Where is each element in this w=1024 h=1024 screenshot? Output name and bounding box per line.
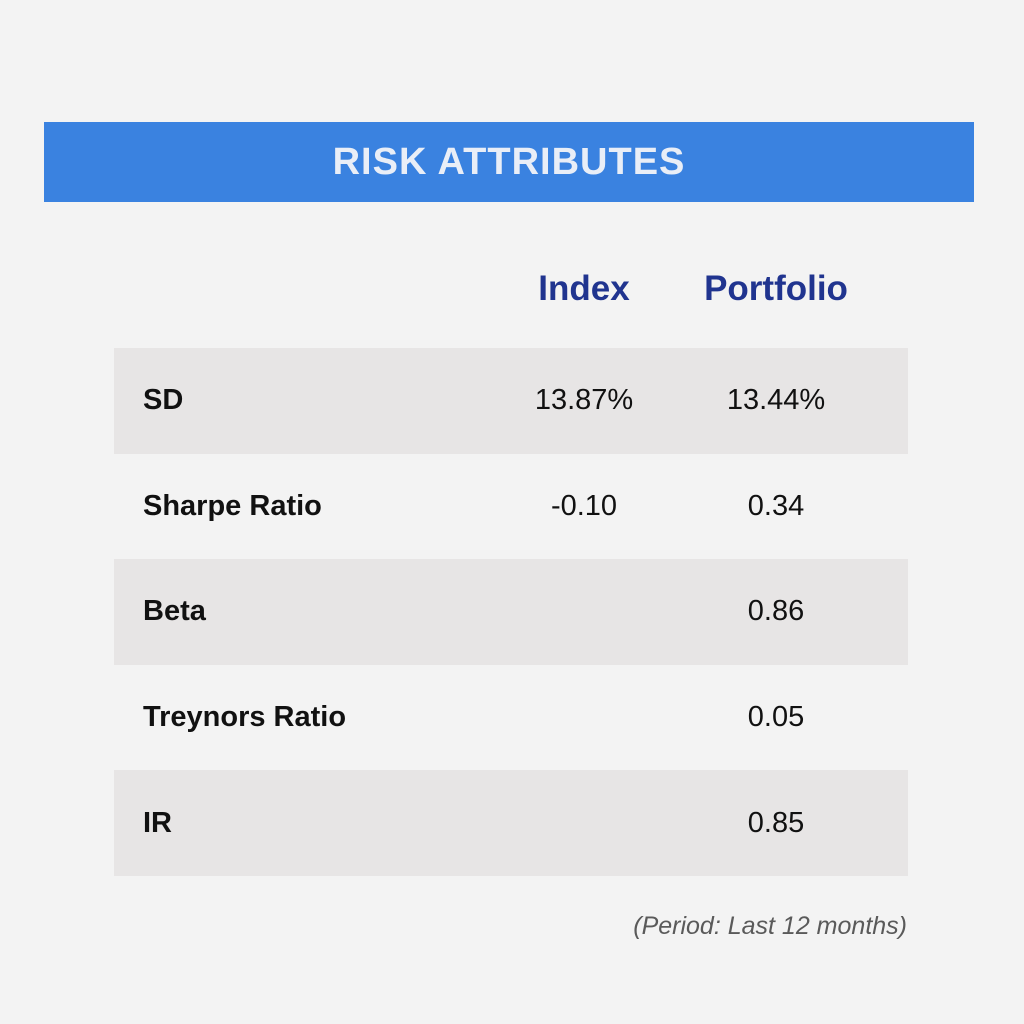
- portfolio-value: 0.85: [747, 806, 805, 839]
- row-label: SD: [143, 384, 184, 417]
- portfolio-value: 13.44%: [726, 384, 826, 417]
- index-value: [514, 665, 654, 771]
- column-header-portfolio: Portfolio: [704, 269, 848, 308]
- row-label: Sharpe Ratio: [143, 489, 322, 522]
- index-value: -0.10: [550, 489, 618, 522]
- row-label: Treynors Ratio: [143, 701, 347, 734]
- table-row-sharpe-ratio: Sharpe Ratio -0.10 0.34: [114, 454, 908, 560]
- table-row-ir: IR 0.85: [114, 770, 908, 876]
- row-label: IR: [143, 806, 172, 839]
- portfolio-value: 0.86: [747, 595, 805, 628]
- index-value: 13.87%: [534, 384, 634, 417]
- row-label: Beta: [143, 595, 206, 628]
- portfolio-value: 0.34: [747, 489, 805, 522]
- period-footnote: (Period: Last 12 months): [633, 912, 907, 940]
- table-row-sd: SD 13.87% 13.44%: [114, 348, 908, 454]
- index-value: [514, 770, 654, 876]
- index-value: [514, 559, 654, 665]
- table-row-treynors-ratio: Treynors Ratio 0.05: [114, 665, 908, 771]
- column-header-index: Index: [538, 269, 630, 308]
- title-banner: RISK ATTRIBUTES: [44, 122, 974, 202]
- table-row-beta: Beta 0.86: [114, 559, 908, 665]
- risk-table: SD 13.87% 13.44% Sharpe Ratio -0.10 0.34…: [114, 348, 908, 876]
- portfolio-value: 0.05: [747, 701, 805, 734]
- page-title: RISK ATTRIBUTES: [332, 140, 686, 183]
